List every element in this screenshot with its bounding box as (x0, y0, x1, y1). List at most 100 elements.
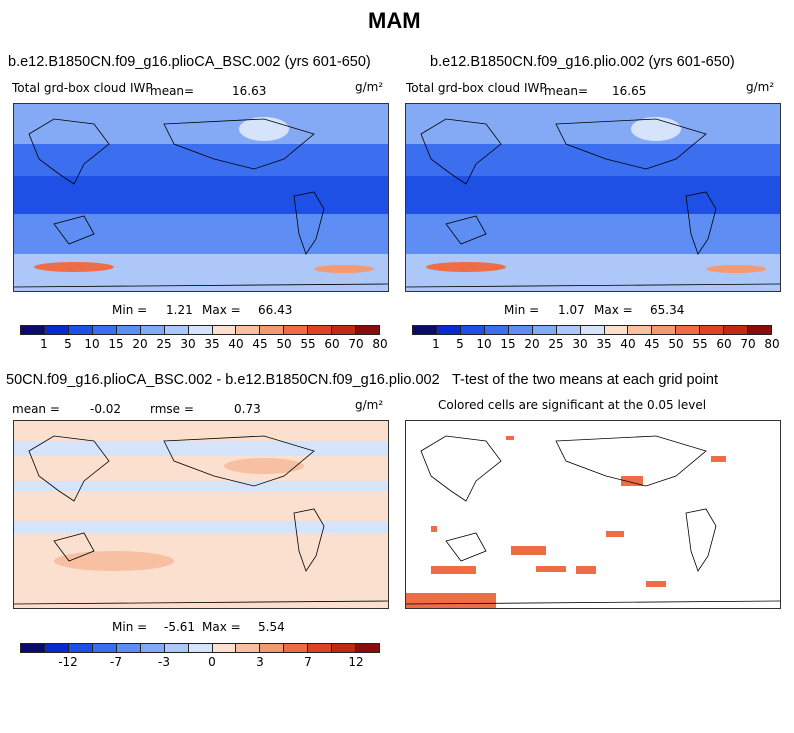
panel3-colorbar-swatch (21, 644, 45, 652)
panel2-coast-sa (685, 191, 717, 255)
panel3-coast-eurasia (163, 435, 315, 487)
panel1-mean-value: 16.63 (232, 84, 267, 98)
panel2-title: b.e12.B1850CN.f09_g16.plio.002 (yrs 601-… (430, 54, 735, 70)
panel3-colorbar-swatch (308, 644, 333, 652)
panel3-colorbar-swatch (212, 644, 237, 652)
panel4-subtitle: Colored cells are significant at the 0.0… (438, 398, 707, 412)
panel3-colorbar-swatch (284, 644, 309, 652)
panel1-colorbar-swatch (21, 326, 45, 334)
panel2-colorbar-tick-label: 55 (692, 337, 708, 351)
panel3-title: 50CN.f09_g16.plioCA_BSC.002 - b.e12.B185… (6, 372, 440, 388)
panel2-field-tropics (406, 176, 780, 214)
panel1-min-value: 1.21 (166, 303, 193, 317)
panel1-colorbar-tick-label: 30 (180, 337, 196, 351)
panel1-colorbar-labels: 1 5 10 15 20 25 30 35 40 45 50 55 60 70 80 (20, 337, 387, 351)
panel4-coast-antarctica (406, 600, 780, 605)
panel2-field-southern (406, 214, 780, 254)
panel2-colorbar-tick-label: 50 (668, 337, 684, 351)
panel1-colorbar (20, 325, 380, 335)
panel3-colorbar-swatch (260, 644, 285, 652)
panel1-field-tropics (14, 176, 388, 214)
panel4-sig-cell (606, 531, 624, 537)
panel3-field-band2 (14, 481, 388, 491)
panel1-coast-na (28, 118, 110, 185)
panel3-coast-antarctica (14, 600, 388, 605)
panel2-colorbar-swatch (532, 326, 557, 334)
panel3-field-band3 (14, 521, 388, 533)
panel3-max-value: 5.54 (258, 620, 285, 634)
panel1-colorbar-tick-label: 25 (156, 337, 172, 351)
panel1-coast-sa (293, 191, 325, 255)
panel2-colorbar-tick-label: 40 (620, 337, 636, 351)
panel4-coast-sa (685, 508, 717, 572)
panel3-map-svg (14, 421, 388, 608)
panel1-max-label: Max = (202, 303, 241, 317)
panel4-sig-cell (646, 581, 666, 587)
panel2-colorbar-tick-label: 35 (596, 337, 612, 351)
panel1-title: b.e12.B1850CN.f09_g16.plioCA_BSC.002 (yr… (8, 54, 371, 70)
panel3-max-label: Max = (202, 620, 241, 634)
panel1-colorbar-tick-label: 1 (40, 337, 48, 351)
panel3-colorbar-swatch (356, 644, 380, 652)
panel2-colorbar-swatch (628, 326, 653, 334)
panel1-colorbar-swatch (284, 326, 309, 334)
panel1-field-southern (14, 214, 388, 254)
panel1-colorbar-tick-label: 60 (324, 337, 340, 351)
panel1-field-tibet (239, 117, 289, 141)
panel3-colorbar-tick-label: 0 (208, 655, 216, 669)
panel1-colorbar-swatch (116, 326, 141, 334)
panel3-colorbar-swatch (236, 644, 261, 652)
panel1-colorbar-swatch (44, 326, 69, 334)
panel1-colorbar-swatch (140, 326, 165, 334)
panel2-colorbar-tick-label: 60 (716, 337, 732, 351)
panel2-max-label: Max = (594, 303, 633, 317)
panel2-field-northern (406, 104, 780, 144)
panel4-sig-cell (431, 526, 437, 532)
panel3-colorbar-tick-label: 7 (304, 655, 312, 669)
panel1-field-south-max2 (314, 265, 374, 273)
panel3-units: g/m² (355, 398, 384, 412)
panel4-sig-cell (536, 566, 566, 572)
panel1-units: g/m² (355, 80, 384, 94)
panel3-colorbar-swatch (164, 644, 189, 652)
panel4-sig-cell (511, 546, 546, 555)
panel3-colorbar-swatch (68, 644, 93, 652)
panel4-title: T-test of the two means at each grid poi… (452, 372, 718, 388)
panel3-colorbar-tick-label: -3 (158, 655, 170, 669)
panel2-coast-antarctica (406, 283, 780, 288)
panel1-map (13, 103, 389, 292)
panel3-colorbar-swatch (140, 644, 165, 652)
panel1-colorbar-swatch (332, 326, 357, 334)
panel3-field-band1 (14, 441, 388, 456)
panel1-colorbar-tick-label: 80 (372, 337, 388, 351)
panel2-colorbar-tick-label: 20 (524, 337, 540, 351)
panel2-colorbar-swatch (580, 326, 605, 334)
panel3-colorbar-tick-label: 12 (348, 655, 364, 669)
panel2-units: g/m² (746, 80, 775, 94)
panel2-colorbar-tick-label: 80 (764, 337, 780, 351)
panel3-min-value: -5.61 (164, 620, 196, 634)
panel2-map (405, 103, 781, 292)
panel1-coast-antarctica (14, 283, 388, 288)
panel1-colorbar-swatch (356, 326, 380, 334)
panel2-colorbar-swatch (413, 326, 437, 334)
panel1-colorbar-tick-label: 45 (252, 337, 268, 351)
panel2-coast-eurasia (555, 118, 707, 170)
panel2-colorbar-swatch (556, 326, 581, 334)
panel4-map (405, 420, 781, 609)
panel4-map-svg (406, 421, 780, 608)
panel4-sig-cell (576, 566, 596, 574)
panel3-colorbar-swatch (332, 644, 357, 652)
panel3-colorbar-labels: -12 -7 -3 0 3 7 12 (20, 655, 380, 669)
panel2-colorbar-tick-label: 10 (476, 337, 492, 351)
panel1-colorbar-swatch (236, 326, 261, 334)
panel4-sig-cell (506, 436, 514, 440)
panel1-colorbar-swatch (212, 326, 237, 334)
panel2-field-tibet (631, 117, 681, 141)
panel2-coast-na (420, 118, 502, 185)
panel2-colorbar-swatch (460, 326, 485, 334)
panel4-sig-cell (431, 566, 476, 574)
panel2-subtitle: Total grd-box cloud IWP (406, 81, 547, 95)
panel2-colorbar-swatch (604, 326, 629, 334)
panel1-map-svg (14, 104, 388, 291)
